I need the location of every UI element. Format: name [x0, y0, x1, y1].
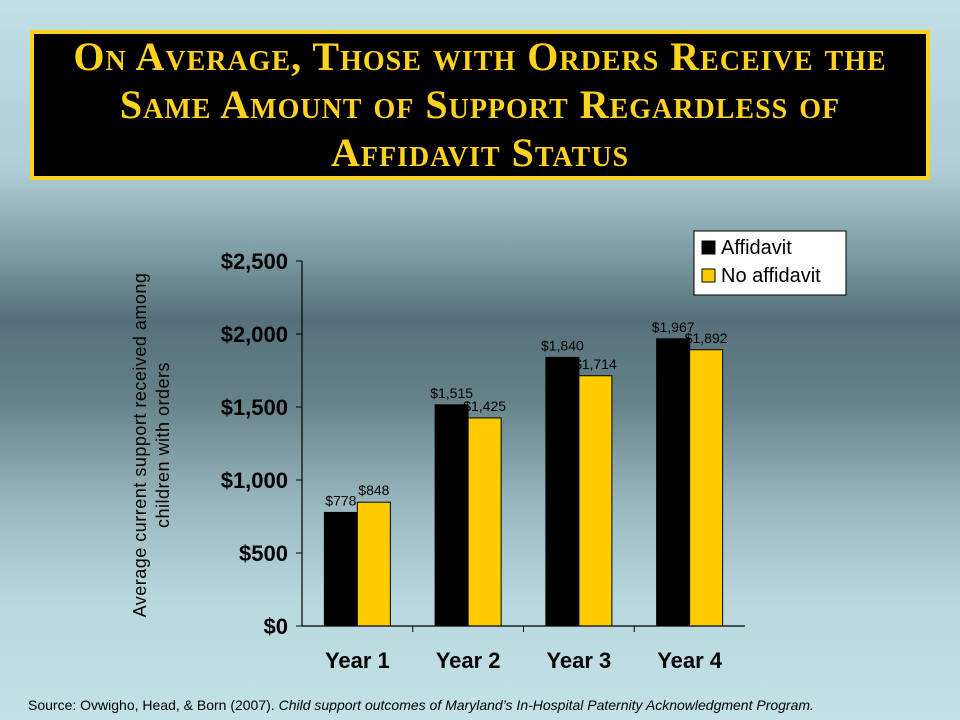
- bar-no-affidavit: [689, 349, 724, 627]
- bar-affidavit: [434, 404, 469, 627]
- y-tick-label: $1,000: [221, 468, 288, 493]
- data-label: $778: [325, 492, 356, 508]
- y-tick-label: $2,500: [221, 249, 288, 274]
- data-label: $1,840: [541, 337, 584, 353]
- legend-swatch: [701, 268, 716, 283]
- source-prefix: Source: Ovwigho, Head, & Born (2007).: [28, 697, 279, 713]
- source-citation: Source: Ovwigho, Head, & Born (2007). Ch…: [28, 697, 938, 713]
- data-label: $1,425: [463, 398, 506, 414]
- x-tick-label: Year 1: [325, 648, 390, 673]
- bar-no-affidavit: [578, 375, 613, 627]
- axes: [301, 261, 745, 627]
- y-axis-title-line: children with orders: [153, 362, 173, 528]
- legend-label: No affidavit: [721, 265, 821, 287]
- bar-affidavit: [323, 511, 358, 627]
- slide-title: On Average, Those with Orders Receive th…: [73, 34, 887, 175]
- y-tick-label: $500: [239, 541, 288, 566]
- bar-no-affidavit: [467, 417, 502, 627]
- bar-affidavit: [545, 356, 580, 627]
- data-label: $1,515: [430, 385, 473, 401]
- y-axis-title: Average current support received among ch…: [130, 273, 173, 618]
- legend: Affidavit No affidavit: [693, 230, 847, 296]
- y-tick-label: $2,000: [221, 322, 288, 347]
- title-banner: On Average, Those with Orders Receive th…: [30, 30, 930, 180]
- bars: [323, 338, 724, 627]
- legend-box: [693, 230, 847, 296]
- y-axis-ticks: $0 $500 $1,000 $1,500 $2,000 $2,500: [221, 249, 302, 639]
- y-axis-title-line: Average current support received among: [130, 273, 150, 618]
- source-title: Child support outcomes of Maryland’s In-…: [278, 697, 814, 713]
- y-tick-label: $0: [264, 614, 288, 639]
- x-tick-label: Year 3: [546, 648, 611, 673]
- x-tick-label: Year 4: [657, 648, 723, 673]
- data-label: $848: [358, 482, 389, 498]
- y-tick-label: $1,500: [221, 395, 288, 420]
- legend-swatch: [701, 240, 716, 255]
- data-label: $1,967: [652, 319, 695, 335]
- x-tick-label: Year 2: [436, 648, 501, 673]
- data-label: $1,714: [574, 356, 617, 372]
- data-label: $1,892: [685, 330, 728, 346]
- bar-no-affidavit: [356, 501, 391, 627]
- x-axis-ticks: Year 1 Year 2 Year 3 Year 4: [325, 626, 723, 673]
- data-labels: $778$848 $1,515$1,425 $1,840 $1,714 $1,967$1…: [325, 319, 727, 509]
- legend-label: Affidavit: [721, 237, 792, 259]
- bar-affidavit: [656, 338, 691, 627]
